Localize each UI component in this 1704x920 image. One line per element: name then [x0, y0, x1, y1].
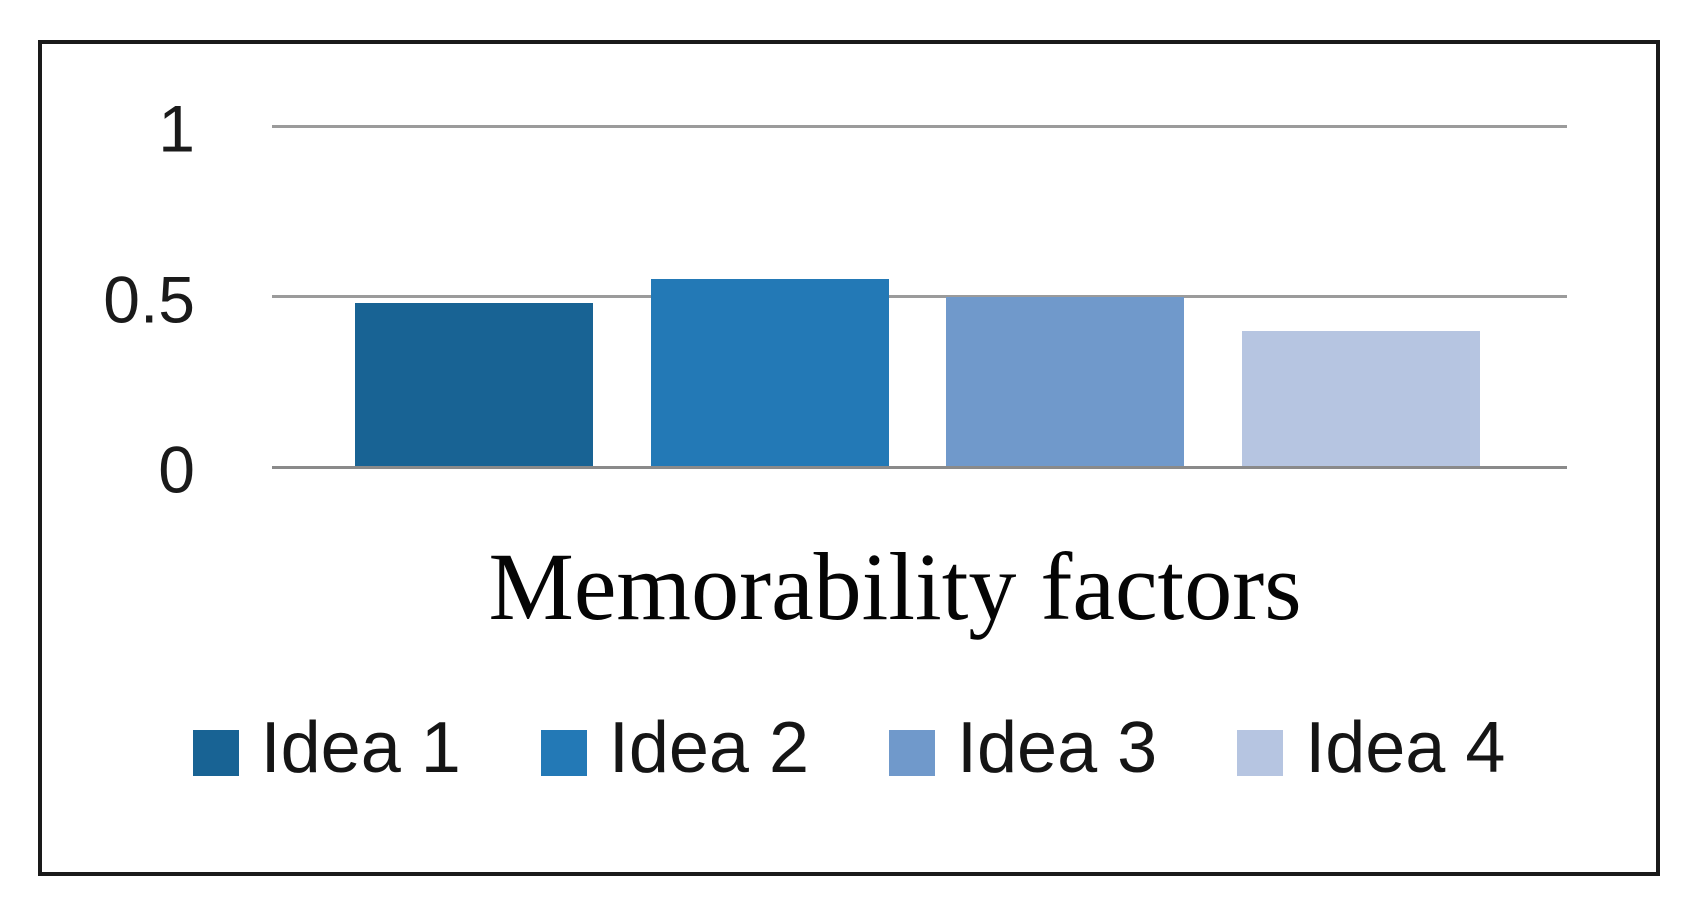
- y-axis: 0 0.5 1: [42, 96, 195, 503]
- legend-label: Idea 2: [608, 708, 809, 788]
- plot-area: [272, 124, 1567, 469]
- chart-title: Memorability factors: [488, 533, 1302, 640]
- legend-swatch: [889, 730, 935, 776]
- legend-label: Idea 4: [1305, 708, 1506, 788]
- legend: Idea 1 Idea 2 Idea 3 Idea 4: [42, 712, 1656, 784]
- legend-swatch: [192, 730, 239, 776]
- legend-label: Idea 1: [260, 708, 461, 788]
- bar-idea-1: [355, 303, 593, 467]
- legend-item: Idea 1: [192, 708, 461, 788]
- legend-item: Idea 3: [889, 712, 1157, 784]
- bar-idea-4: [1242, 330, 1480, 467]
- gridline: [272, 124, 1567, 128]
- y-tick-label: 1: [158, 91, 195, 166]
- y-tick-label: 0.5: [103, 262, 195, 337]
- legend-item: Idea 2: [540, 708, 809, 788]
- legend-label: Idea 3: [957, 708, 1158, 788]
- y-tick-label: 0: [158, 432, 195, 507]
- x-axis-line: [272, 465, 1567, 469]
- legend-item: Idea 4: [1237, 712, 1505, 784]
- bar-idea-2: [651, 279, 889, 467]
- bar-idea-3: [946, 296, 1184, 467]
- legend-swatch: [540, 730, 587, 776]
- legend-swatch: [1237, 730, 1284, 776]
- gridline: [272, 295, 1567, 298]
